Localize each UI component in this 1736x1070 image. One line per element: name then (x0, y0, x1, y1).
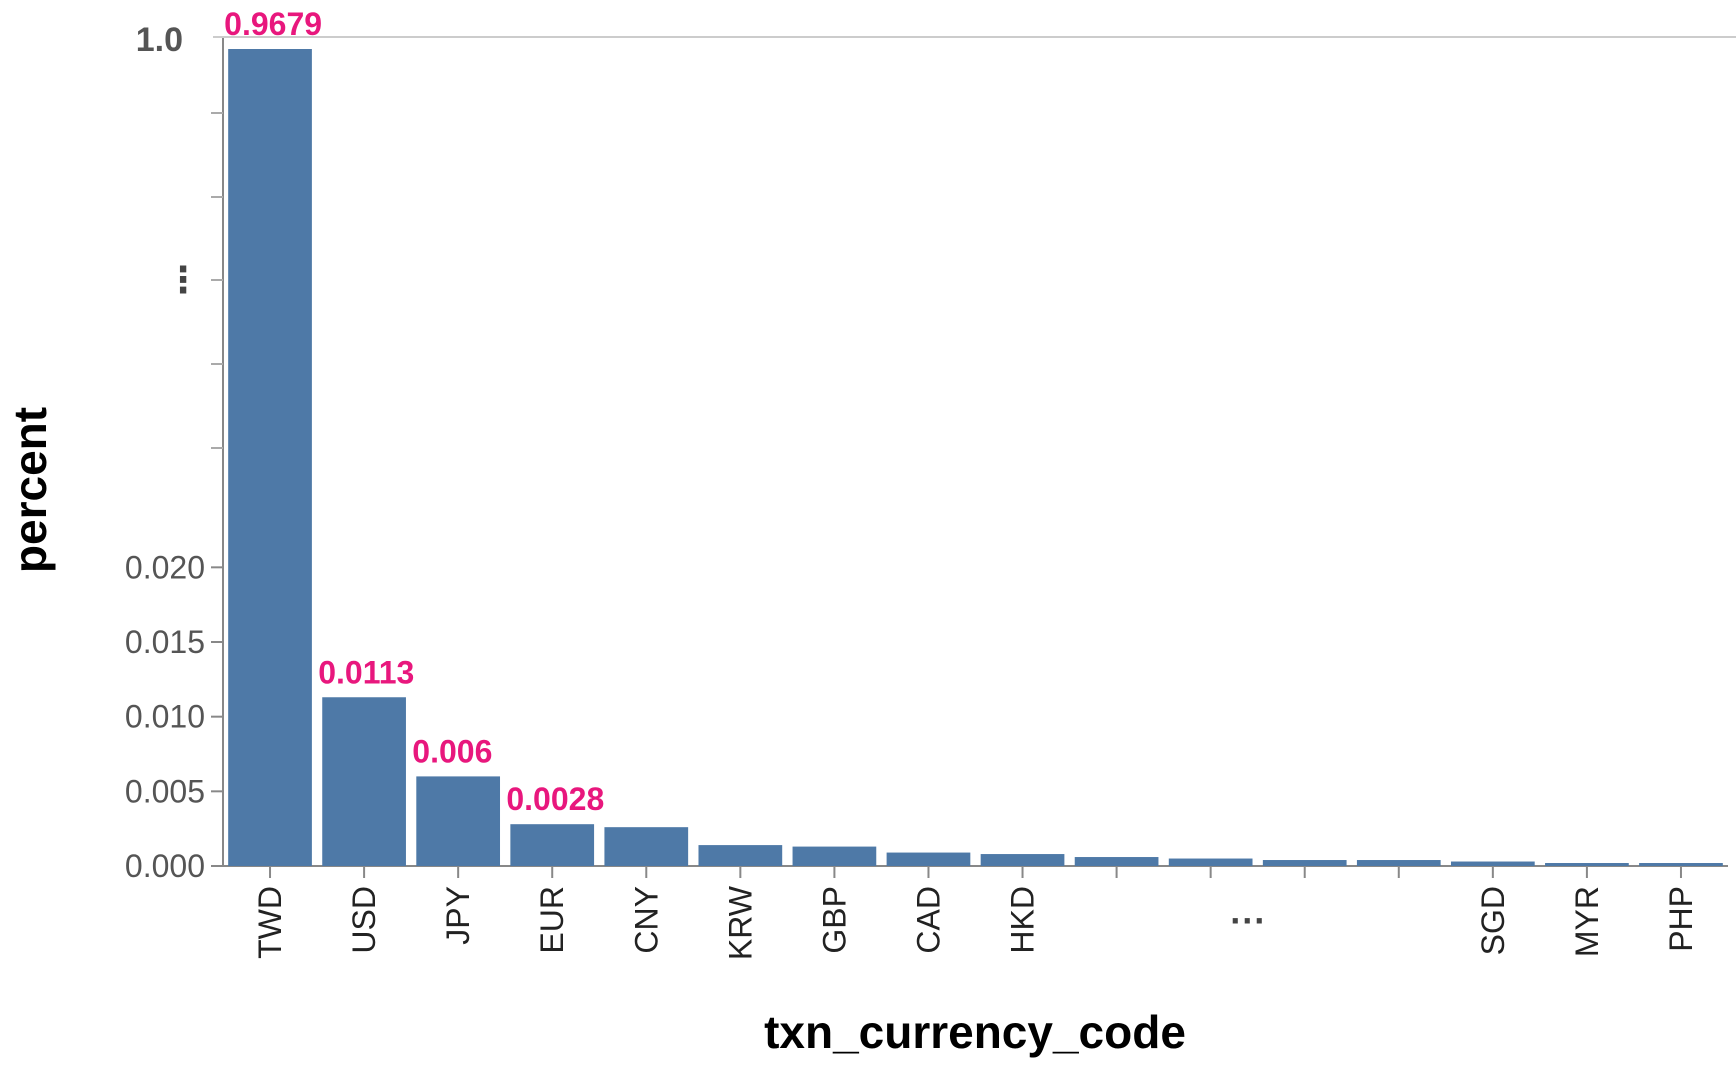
bar (1450, 861, 1535, 866)
x-tick-label: GBP (816, 886, 852, 954)
value-labels: 0.9679 0.0113 0.006 0.0028 (224, 6, 604, 817)
bar (1262, 860, 1347, 866)
bars (228, 49, 1723, 866)
bar (228, 49, 312, 866)
bar (1168, 858, 1253, 866)
bar (604, 827, 689, 866)
y-tick-label: 0.010 (125, 699, 205, 735)
x-axis-title: txn_currency_code (764, 1006, 1186, 1058)
bar-value-label: 0.0113 (318, 654, 414, 690)
y-tick-label-top: 1.0 (136, 21, 183, 59)
x-tick-label: EUR (534, 886, 570, 954)
bar (416, 776, 501, 866)
bar (1074, 857, 1159, 866)
y-tick-label: 0.005 (125, 773, 205, 809)
x-tick-label: JPY (440, 886, 476, 945)
y-tick-label: 0.015 (125, 624, 205, 660)
y-axis-break-marker: ⋮ (165, 259, 201, 300)
bar (510, 824, 595, 866)
x-tick-label: PHP (1663, 886, 1699, 952)
bar (886, 852, 971, 866)
bar-value-label: 0.0028 (506, 781, 604, 817)
y-tick-label: 0.020 (125, 549, 205, 585)
x-ticks: TWD USD JPY EUR CNY KRW GBP CAD HKD SGD MYR PHP (252, 866, 1699, 960)
x-tick-label: KRW (722, 885, 758, 960)
y-ticks: 0.000 0.005 0.010 0.015 0.020 1.0 (125, 21, 223, 884)
bar (1545, 863, 1629, 866)
x-tick-label: MYR (1569, 886, 1605, 957)
bar-value-label: 0.9679 (224, 6, 322, 42)
x-tick-label: USD (346, 886, 382, 954)
bar (1356, 860, 1441, 866)
bar-value-label: 0.006 (412, 733, 492, 769)
x-axis-gap-marker: ··· (1230, 900, 1266, 941)
y-axis-title: percent (4, 407, 56, 573)
bar (698, 845, 783, 866)
bar (1639, 863, 1723, 866)
y-tick-label: 0.000 (125, 848, 205, 884)
bar (792, 846, 877, 866)
x-tick-label: HKD (1005, 886, 1041, 954)
x-tick-label: CAD (910, 886, 946, 954)
bar (980, 854, 1065, 866)
x-tick-label: CNY (628, 886, 664, 954)
x-tick-label: SGD (1475, 886, 1511, 955)
bar (322, 697, 406, 866)
x-tick-label: TWD (252, 886, 288, 959)
